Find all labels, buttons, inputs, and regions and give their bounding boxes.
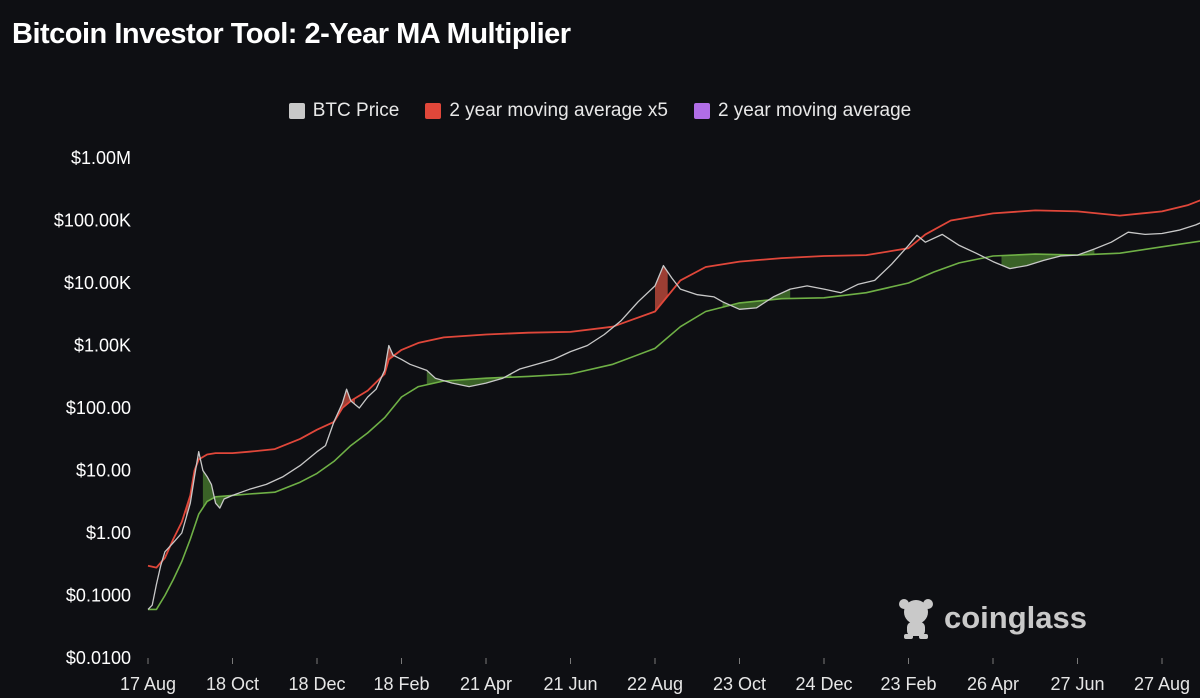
x-tick-label: 27 Aug <box>1134 674 1190 694</box>
y-tick-label: $0.0100 <box>66 648 131 668</box>
y-tick-label: $1.00 <box>86 523 131 543</box>
coinglass-mascot-icon <box>899 599 933 639</box>
x-tick-label: 17 Aug <box>120 674 176 694</box>
above-ma5-fill <box>186 265 668 519</box>
series-2yr-ma-x5-line <box>147 199 1200 569</box>
legend-swatch-btc-price <box>288 103 305 119</box>
y-tick-label: $1.00K <box>74 336 131 356</box>
x-tick-label: 18 Oct <box>206 674 259 694</box>
x-tick-label: 23 Oct <box>713 674 766 694</box>
brand-name: coinglass <box>944 600 1087 635</box>
legend-item-ma[interactable]: 2 year moving average <box>693 100 912 122</box>
brand-watermark: coinglass <box>896 596 1087 640</box>
y-tick-label: $1.00M <box>71 148 131 168</box>
x-tick-label: 22 Aug <box>627 674 683 694</box>
chart-legend: BTC Price 2 year moving average x5 2 yea… <box>0 100 1200 122</box>
x-tick-label: 18 Feb <box>373 674 429 694</box>
x-tick-label: 26 Apr <box>967 674 1019 694</box>
series-btc-price-line <box>147 222 1200 610</box>
legend-item-btc-price[interactable]: BTC Price <box>288 100 400 122</box>
legend-label-ma-x5: 2 year moving average x5 <box>449 100 668 121</box>
legend-label-btc-price: BTC Price <box>312 100 400 121</box>
x-tick-label: 21 Jun <box>543 674 597 694</box>
x-tick-label: 18 Dec <box>288 674 345 694</box>
legend-swatch-ma-x5 <box>425 103 442 119</box>
below-ma-fill <box>202 249 1095 508</box>
y-tick-label: $0.1000 <box>66 586 131 606</box>
x-tick-label: 24 Dec <box>795 674 852 694</box>
y-tick-label: $10.00 <box>76 461 131 481</box>
x-tick-label: 27 Jun <box>1050 674 1104 694</box>
y-tick-label: $100.00 <box>66 398 131 418</box>
legend-item-ma-x5[interactable]: 2 year moving average x5 <box>425 100 668 122</box>
y-tick-label: $10.00K <box>64 273 131 293</box>
series-2yr-ma-line <box>148 240 1200 611</box>
page-title: Bitcoin Investor Tool: 2-Year MA Multipl… <box>12 18 571 50</box>
y-tick-label: $100.00K <box>54 211 131 231</box>
x-tick-label: 21 Apr <box>460 674 512 694</box>
legend-label-ma: 2 year moving average <box>717 100 912 121</box>
legend-swatch-ma <box>693 103 710 119</box>
x-tick-label: 23 Feb <box>880 674 936 694</box>
